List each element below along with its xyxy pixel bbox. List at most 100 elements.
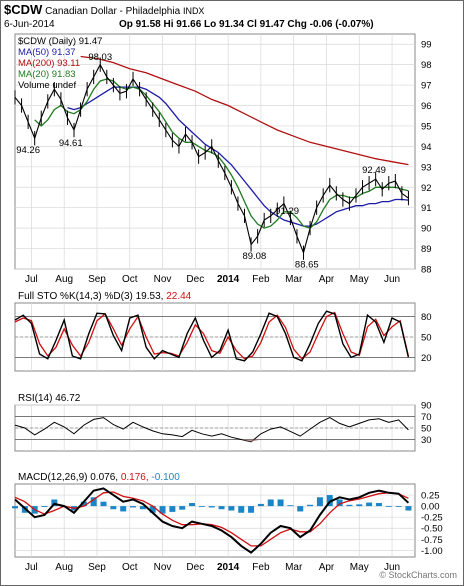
ytick-label-price: 96	[421, 101, 432, 112]
ytick-label-price: 97	[421, 81, 432, 92]
indicator-legend-rsi: RSI(14) 46.72	[18, 393, 81, 404]
series-ma50	[67, 86, 409, 227]
macd-histogram-bar	[208, 506, 215, 508]
macd-histogram-bar	[248, 506, 255, 513]
watermark: © StockCharts.com	[379, 570, 457, 580]
xtick-label-price: Apr	[319, 274, 335, 285]
xtick-label-macd: Jul	[25, 562, 38, 573]
macd-histogram-bar	[375, 503, 382, 507]
series-ma200	[80, 55, 409, 166]
ytick-label-rsi: 30	[421, 435, 432, 446]
series-rsi	[14, 417, 409, 443]
macd-histogram-bar	[218, 506, 225, 510]
macd-histogram-bar	[316, 497, 323, 507]
legend-entry: RSI(14) 46.72	[18, 393, 81, 404]
xtick-label-macd: Oct	[122, 562, 138, 573]
panel-frame-macd	[14, 483, 416, 558]
xtick-label-price: Mar	[285, 274, 303, 285]
xtick-label-price: Nov	[154, 274, 172, 285]
macd-histogram-bar	[228, 506, 235, 511]
ytick-label-stochastic: 50	[421, 333, 432, 344]
ytick-label-price: 90	[421, 224, 432, 235]
macd-histogram-bar	[326, 495, 333, 507]
indicator-legend-macd: MACD(12,26,9) 0.076, 0.176, -0.100	[18, 472, 180, 483]
series-sto-d	[14, 311, 410, 360]
macd-histogram-bar	[198, 506, 205, 507]
legend-entry: MA(200) 93.11	[18, 58, 80, 69]
ytick-label-macd: 0.25	[421, 491, 440, 502]
legend-entry: MA(20) 91.83	[18, 69, 76, 80]
ytick-label-rsi: 90	[421, 401, 432, 412]
legend-entry: Volume undef	[18, 80, 76, 91]
xtick-label-macd: Nov	[154, 562, 172, 573]
macd-histogram-bar	[346, 504, 353, 507]
ytick-label-stochastic: 20	[421, 353, 432, 364]
macd-histogram-bar	[51, 499, 58, 507]
macd-histogram-bar	[100, 501, 107, 507]
ytick-label-price: 99	[421, 40, 432, 51]
macd-histogram-bar	[149, 506, 156, 513]
macd-histogram-bar	[80, 501, 87, 507]
macd-histogram-bar	[90, 497, 97, 507]
xtick-label-macd: Mar	[285, 562, 303, 573]
price-annotation: 91.29	[275, 206, 299, 217]
macd-histogram-bar	[307, 504, 314, 507]
macd-histogram-bar	[120, 506, 127, 512]
ytick-label-macd: 0.00	[421, 502, 440, 513]
xtick-label-macd: Sep	[88, 562, 106, 573]
xtick-label-price: Oct	[122, 274, 138, 285]
xtick-label-macd: Dec	[186, 562, 204, 573]
macd-histogram-bar	[169, 506, 176, 512]
ytick-label-macd: -0.50	[421, 524, 443, 535]
price-annotation: 94.26	[16, 145, 40, 156]
macd-histogram-bar	[287, 505, 294, 507]
macd-histogram-bar	[110, 506, 117, 510]
xtick-label-macd: Feb	[252, 562, 270, 573]
ytick-label-price: 88	[421, 265, 432, 276]
xtick-label-macd: Jun	[384, 562, 400, 573]
xtick-label-macd: May	[350, 562, 369, 573]
price-annotation: 88.65	[295, 260, 319, 271]
macd-histogram-bar	[356, 504, 363, 507]
quote-line: Op 91.58 Hi 91.66 Lo 91.34 Cl 91.47 Chg …	[119, 19, 374, 30]
macd-histogram-bar	[267, 499, 274, 507]
ytick-label-price: 91	[421, 203, 432, 214]
symbol: $CDW	[4, 2, 43, 17]
macd-histogram-bar	[366, 502, 373, 507]
macd-histogram-bar	[297, 506, 304, 512]
symbol-title: $CDW Canadian Dollar - Philadelphia INDX	[4, 2, 204, 17]
xtick-label-price: Dec	[186, 274, 204, 285]
price-annotation: 92.49	[362, 165, 386, 176]
ytick-label-macd: -0.75	[421, 535, 443, 546]
ytick-label-macd: -1.00	[421, 546, 443, 557]
xtick-label-price: Jun	[384, 274, 400, 285]
series-ma20	[34, 78, 409, 229]
ytick-label-rsi: 70	[421, 412, 432, 423]
macd-histogram-bar	[277, 499, 284, 507]
macd-histogram-bar	[238, 506, 245, 513]
legend-entry: $CDW (Daily) 91.47	[18, 36, 102, 47]
xtick-label-macd: Aug	[55, 562, 73, 573]
ytick-label-macd: -0.25	[421, 513, 443, 524]
ytick-label-price: 92	[421, 183, 432, 194]
xtick-label-price: Feb	[252, 274, 270, 285]
ytick-label-price: 95	[421, 121, 432, 132]
ytick-label-price: 94	[421, 142, 432, 153]
legend-entry: 22.44	[166, 291, 191, 302]
rsi-oversold-shade	[241, 439, 261, 442]
xtick-label-price: May	[350, 274, 369, 285]
xtick-label-price: 2014	[217, 274, 240, 285]
macd-histogram-bar	[139, 506, 146, 510]
date-label: 6-Jun-2014	[4, 19, 55, 30]
xtick-label-macd: 2014	[217, 562, 240, 573]
price-annotation: 94.61	[59, 138, 83, 149]
exchange: INDX	[182, 6, 205, 16]
legend-entry: -0.100	[151, 472, 180, 483]
legend-entry: 0.176,	[121, 472, 152, 483]
legend-entry: MACD(12,26,9) 0.076,	[18, 472, 121, 483]
series-sto-k	[14, 310, 410, 362]
indicator-legend-stochastic: Full STO %K(14,3) %D(3) 19.53, 22.44	[18, 291, 192, 302]
xtick-label-macd: Apr	[319, 562, 335, 573]
legend-entry: MA(50) 91.37	[18, 47, 76, 58]
macd-histogram-bar	[395, 506, 402, 507]
